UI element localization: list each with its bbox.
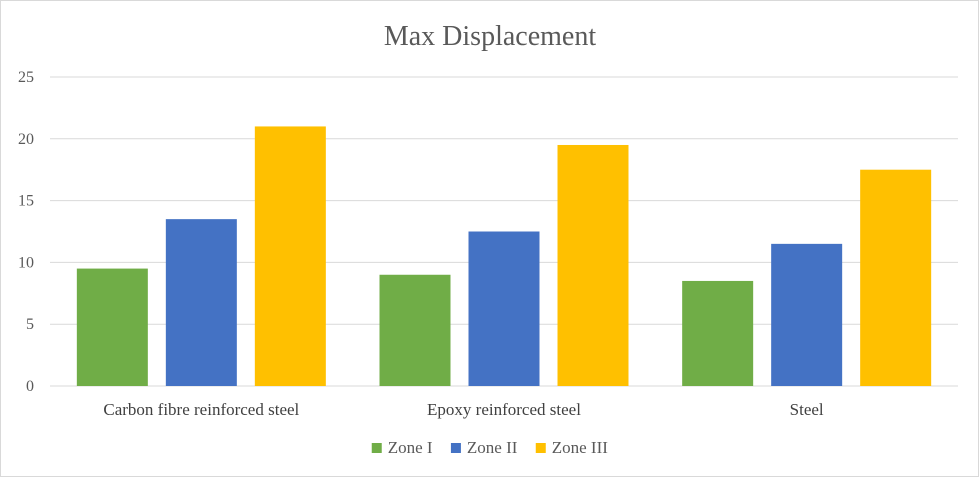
y-tick-label: 5 — [26, 316, 34, 333]
legend-label: Zone III — [552, 438, 609, 457]
bar-zone-ii — [468, 231, 540, 386]
bar-zone-i — [76, 268, 148, 386]
bar-zone-iii — [860, 169, 932, 386]
y-tick-label: 0 — [26, 378, 34, 395]
legend-label: Zone I — [388, 438, 433, 457]
y-axis-tick-labels: 0 5 10 15 20 25 — [18, 69, 34, 395]
x-category-label: Steel — [790, 400, 824, 419]
bar-zone-i — [379, 274, 451, 386]
y-tick-label: 15 — [18, 193, 34, 210]
legend-swatch — [535, 443, 546, 453]
bars — [76, 126, 932, 386]
y-tick-label: 25 — [18, 69, 34, 86]
legend-label: Zone II — [467, 438, 518, 457]
legend: Zone I Zone II Zone III — [371, 438, 609, 457]
bar-zone-i — [682, 280, 754, 386]
x-category-label: Carbon fibre reinforced steel — [103, 400, 299, 419]
bar-zone-ii — [165, 219, 237, 386]
bar-zone-ii — [771, 243, 843, 386]
y-tick-label: 10 — [18, 254, 34, 271]
legend-swatch — [371, 443, 382, 453]
legend-swatch — [450, 443, 461, 453]
x-category-label: Epoxy reinforced steel — [427, 400, 581, 419]
y-tick-label: 20 — [18, 131, 34, 148]
bar-zone-iii — [254, 126, 326, 386]
chart-title: Max Displacement — [384, 21, 596, 52]
bar-zone-iii — [557, 144, 629, 386]
x-axis-category-labels: Carbon fibre reinforced steel Epoxy reinf… — [103, 400, 824, 419]
